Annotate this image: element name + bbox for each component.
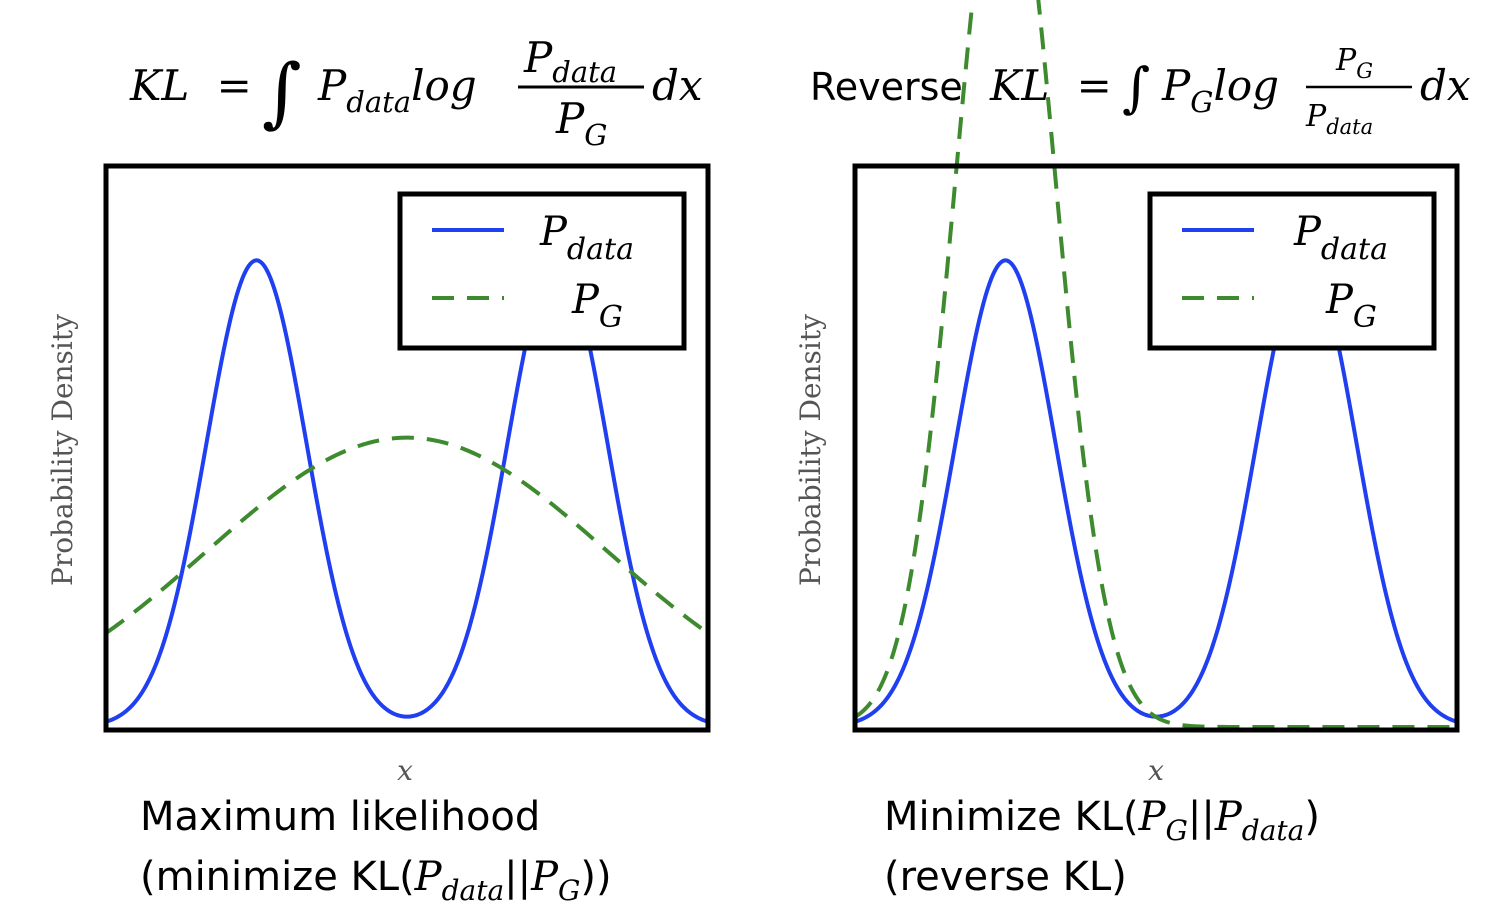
left-legend: Pdata PG	[397, 191, 687, 351]
right-title-p-sub: G	[1190, 85, 1213, 119]
left-title-p-sub: data	[346, 85, 411, 119]
left-title-integral: ∫	[262, 47, 302, 136]
right-title-frac-den-sub: data	[1326, 115, 1373, 139]
left-title-frac-num: P	[523, 33, 553, 82]
svg-text:Pdata: Pdata	[1305, 99, 1373, 139]
svg-text:Pdatalog: Pdatalog	[317, 61, 477, 119]
right-caption-line1: Minimize KL(PG||Pdata)	[884, 794, 1320, 847]
right-legend: Pdata PG	[1147, 191, 1437, 351]
right-caption-line2: (reverse KL)	[884, 854, 1127, 900]
left-legend-pg-label: PG	[571, 277, 623, 335]
right-title-log: log	[1213, 61, 1279, 110]
left-title-p: P	[317, 61, 347, 110]
right-title-frac-num-sub: G	[1356, 59, 1373, 83]
right-title-equals: =	[1077, 61, 1112, 110]
svg-text:PG: PG	[1335, 43, 1373, 83]
left-plot-area	[104, 258, 710, 724]
right-title-p: P	[1161, 61, 1191, 110]
left-caption-line2: (minimize KL(Pdata||PG))	[140, 854, 612, 907]
left-xlabel: x	[397, 754, 413, 787]
svg-text:KL =: KL =	[129, 61, 252, 110]
left-series-pdata-curve	[105, 258, 709, 724]
right-plot-frame	[852, 163, 1460, 733]
svg-text:PGlog: PGlog	[1161, 61, 1279, 119]
left-title-dx: dx	[652, 61, 703, 110]
right-title-dx: dx	[1420, 61, 1471, 110]
left-title-equals: =	[217, 61, 252, 110]
right-chart: Probability Density x Pdata PG	[794, 0, 1460, 787]
left-legend-box	[397, 191, 687, 351]
right-plot-area	[853, 0, 1458, 729]
right-xlabel: x	[1148, 754, 1164, 787]
left-ylabel: Probability Density	[46, 314, 79, 586]
svg-text:Pdata: Pdata	[523, 33, 617, 89]
left-legend-pdata-label: Pdata	[539, 209, 634, 267]
left-plot-frame	[103, 163, 711, 733]
right-title-frac-den: P	[1305, 99, 1327, 134]
right-title-integral: ∫	[1122, 56, 1150, 119]
left-series-pg-curve	[104, 435, 710, 635]
right-legend-pdata-label: Pdata	[1293, 209, 1388, 267]
right-legend-pg-label: PG	[1325, 277, 1377, 335]
svg-text:PG: PG	[555, 94, 607, 152]
right-title-lhs: KL	[989, 61, 1049, 110]
right-title-prefix: Reverse	[810, 65, 963, 109]
left-title: KL = ∫ Pdatalog Pdata PG dx	[129, 33, 703, 152]
left-caption: Maximum likelihood (minimize KL(Pdata||P…	[140, 794, 612, 907]
right-legend-box	[1147, 191, 1437, 351]
left-title-frac-num-sub: data	[552, 55, 617, 89]
right-caption: Minimize KL(PG||Pdata) (reverse KL)	[884, 794, 1320, 900]
svg-text:KL =: KL =	[989, 61, 1112, 110]
right-title-frac-num: P	[1335, 43, 1357, 78]
left-chart: Probability Density x Pdata PG	[46, 163, 711, 787]
right-series-pg-curve	[853, 0, 1457, 729]
left-title-frac-den: P	[555, 94, 585, 143]
left-title-frac-den-sub: G	[584, 118, 607, 152]
right-title: Reverse KL = ∫ PGlog PG Pdata dx	[810, 43, 1471, 139]
right-ylabel: Probability Density	[794, 314, 827, 586]
left-caption-line1: Maximum likelihood	[140, 794, 540, 840]
left-title-lhs: KL	[129, 61, 189, 110]
left-title-log: log	[411, 61, 477, 110]
